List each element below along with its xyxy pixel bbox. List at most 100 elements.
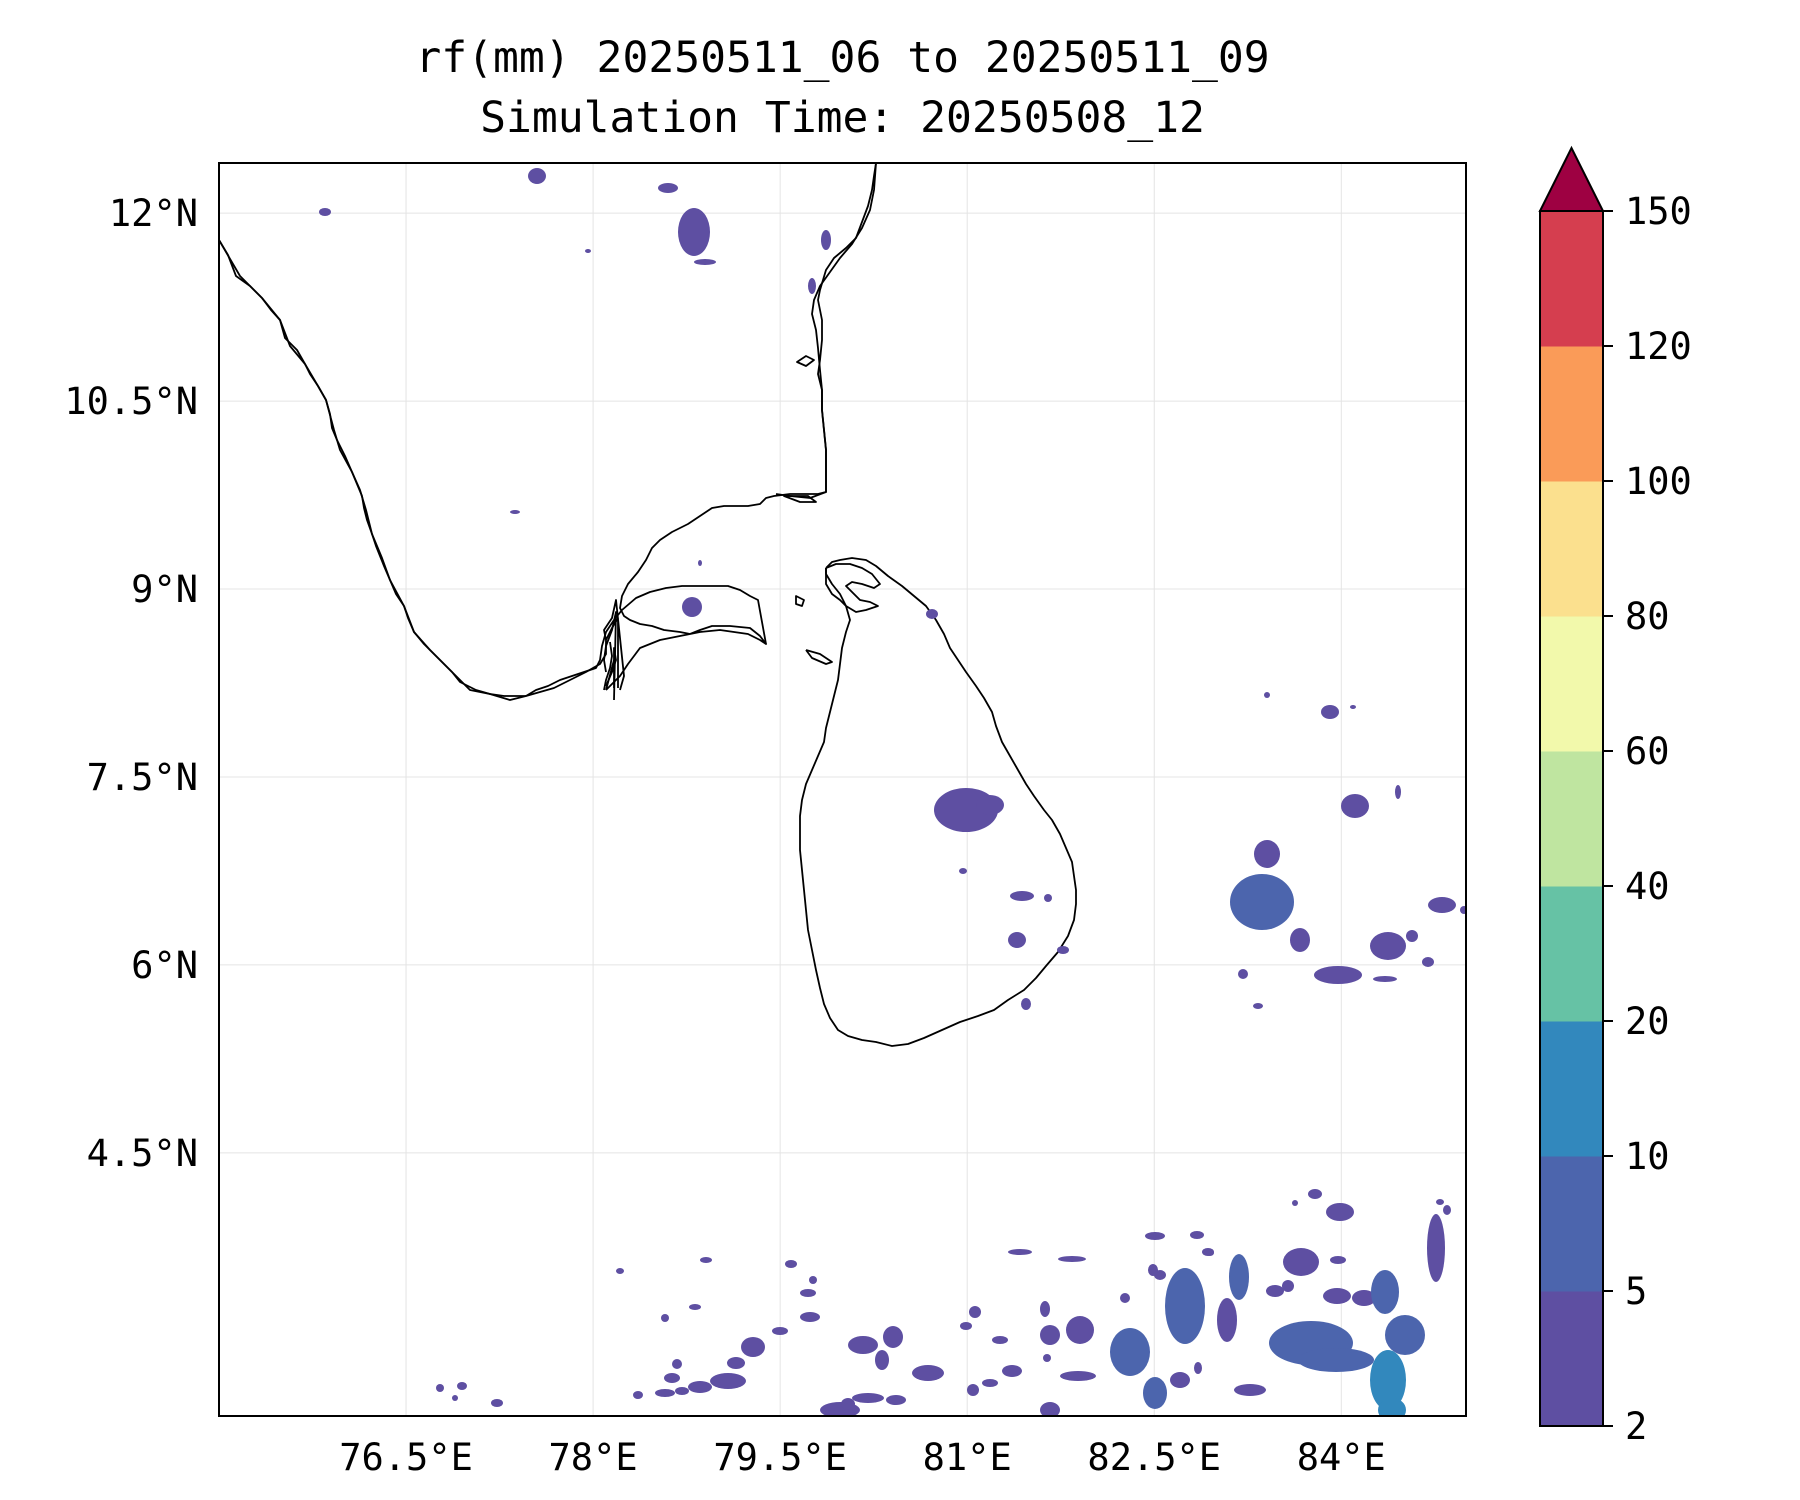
rainfall-patch: [1165, 1268, 1205, 1344]
rainfall-patch: [491, 1399, 503, 1407]
india-northeast-coast: [775, 163, 877, 499]
colorbar-segment: [1540, 481, 1603, 617]
rainfall-patch: [1264, 692, 1270, 698]
rainfall-patch: [694, 259, 716, 265]
colorbar-segment: [1540, 346, 1603, 482]
rainfall-patch: [1008, 1249, 1032, 1255]
rainfall-patch: [727, 1357, 745, 1369]
rainfall-patch: [1341, 794, 1369, 818]
rainfall-patches: [319, 168, 1466, 1416]
rainfall-patch: [689, 1304, 701, 1310]
rainfall-patch: [800, 1289, 816, 1297]
mannar-island: [805, 649, 833, 665]
rainfall-patch: [658, 183, 678, 193]
rainfall-patch: [655, 1389, 675, 1397]
rainfall-patch: [808, 278, 816, 294]
colorbar-segment: [1540, 886, 1603, 1022]
rainfall-patch: [886, 1395, 906, 1405]
lon-tick-label: 79.5°E: [713, 1436, 847, 1479]
rainfall-patch: [1371, 1270, 1399, 1314]
rainfall-patch: [1406, 930, 1418, 942]
rainfall-patch: [967, 1384, 979, 1396]
map-title-line-2: Simulation Time: 20250508_12: [480, 93, 1205, 143]
rainfall-patch: [1190, 1231, 1204, 1239]
rainfall-patch: [528, 168, 546, 184]
rainfall-patch: [319, 208, 331, 216]
rainfall-patch: [1145, 1232, 1165, 1240]
latitude-labels: 12°N 10.5°N 9°N 7.5°N 6°N 4.5°N: [64, 192, 198, 1175]
rainfall-patch: [1002, 1365, 1022, 1377]
gridlines: [219, 163, 1466, 1416]
rainfall-patch: [1238, 969, 1248, 979]
rainfall-patch: [1229, 1254, 1249, 1300]
rainfall-patch: [1326, 1203, 1354, 1221]
rainfall-patch: [1385, 1315, 1425, 1355]
rainfall-patch: [1043, 1354, 1051, 1362]
rainfall-patch: [1143, 1377, 1167, 1409]
rainfall-patch: [661, 1314, 669, 1322]
rainfall-patch: [1058, 1256, 1086, 1262]
rainfall-patch: [1040, 1301, 1050, 1317]
rainfall-patch: [741, 1337, 765, 1357]
colorbar: 2 5 10 20 40 60 80 100 120 150: [1538, 145, 1692, 1448]
rainfall-patch: [809, 1276, 817, 1284]
palk-strait-coast: [605, 163, 877, 691]
rainfall-patch: [1206, 1250, 1214, 1256]
colorbar-label: 2: [1625, 1405, 1647, 1448]
lat-tick-label: 12°N: [109, 192, 198, 235]
rainfall-patch: [678, 208, 710, 256]
rainfall-patch: [976, 795, 1004, 815]
rainfall-patch: [1253, 1003, 1263, 1009]
rainfall-patch: [1021, 998, 1031, 1010]
rainfall-patch: [1044, 894, 1052, 902]
india-east-coast: [603, 641, 613, 691]
india-coastline: [219, 239, 625, 701]
rainfall-patch: [633, 1391, 643, 1399]
rainfall-patch: [1057, 946, 1069, 954]
rainfall-patch: [1120, 1293, 1130, 1303]
rainfall-patch: [926, 609, 938, 619]
colorbar-segment: [1540, 1156, 1603, 1292]
rainfall-patch: [1170, 1372, 1190, 1388]
colorbar-segment: [1540, 751, 1603, 887]
rainfall-patch: [1395, 785, 1401, 799]
lon-tick-label: 82.5°E: [1087, 1436, 1221, 1479]
rainfall-patch: [875, 1350, 889, 1370]
colorbar-label: 120: [1625, 325, 1692, 368]
colorbar-label: 40: [1625, 865, 1670, 908]
rainfall-patch: [675, 1387, 689, 1395]
rainfall-patch: [1378, 1398, 1406, 1416]
rainfall-patch: [800, 1312, 820, 1322]
rainfall-patch: [1040, 1325, 1060, 1345]
coast-small-2: [783, 495, 817, 503]
rainfall-patch: [825, 1410, 835, 1416]
rainfall-patch: [1460, 906, 1466, 914]
rainfall-patch: [1330, 1256, 1346, 1264]
rainfall-patch: [1321, 705, 1339, 719]
rainfall-patch: [1234, 1384, 1266, 1396]
colorbar-label: 80: [1625, 595, 1670, 638]
rainfall-patch: [883, 1326, 903, 1348]
rainfall-patch: [982, 1379, 998, 1387]
rainfall-patch: [436, 1384, 444, 1392]
rainfall-patch: [1010, 891, 1034, 901]
rainfall-patch: [672, 1359, 682, 1369]
colorbar-segment: [1540, 211, 1603, 347]
rainfall-patch: [1422, 957, 1434, 967]
rainfall-patch: [1266, 1285, 1284, 1297]
rainfall-patch: [457, 1382, 467, 1390]
palk-bay-coast: [605, 647, 617, 688]
rainfall-patch: [1427, 1214, 1445, 1282]
rainfall-patch: [1323, 1288, 1351, 1304]
rainfall-patch: [682, 597, 702, 617]
rainfall-patch: [710, 1373, 746, 1389]
jaffna-peninsula: [825, 563, 881, 613]
colorbar-segment: [1540, 1021, 1603, 1157]
rainfall-patch: [1066, 1316, 1094, 1344]
colorbar-frame: [1539, 210, 1604, 1427]
rainfall-patch: [1370, 932, 1406, 960]
rainfall-patch: [1298, 1348, 1374, 1372]
rainfall-patch: [1217, 1298, 1237, 1342]
colorbar-label: 5: [1625, 1270, 1647, 1313]
rainfall-patch: [1308, 1189, 1322, 1199]
